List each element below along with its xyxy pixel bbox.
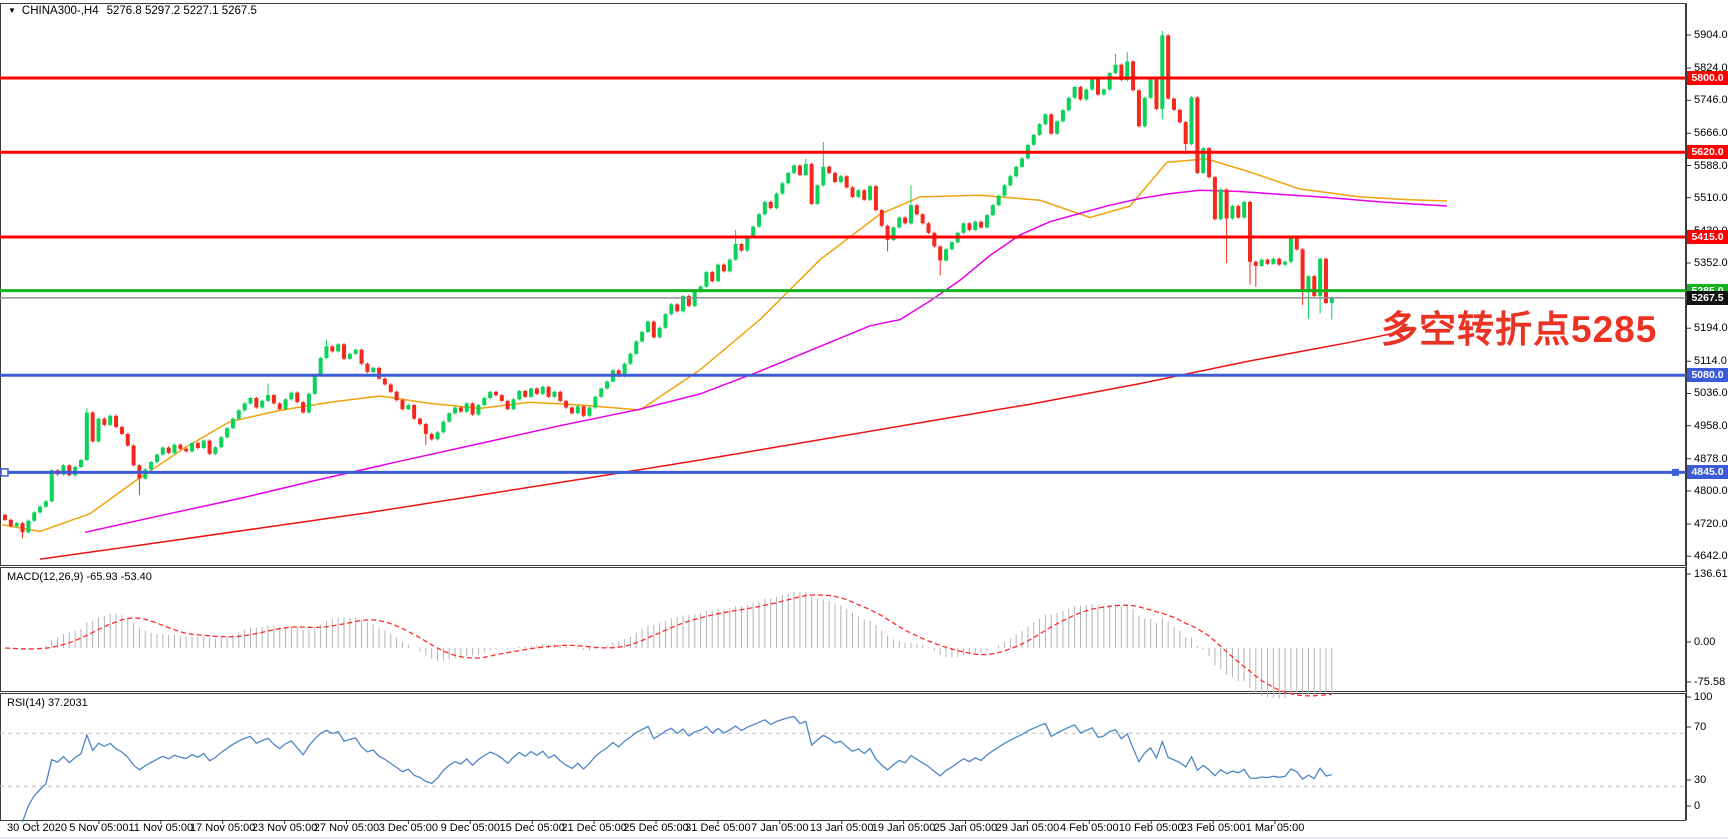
x-axis-label: 3 Dec 05:00 bbox=[378, 822, 439, 834]
y-axis-label: 4800.0 bbox=[1694, 484, 1728, 497]
x-axis-label: 25 Dec 05:00 bbox=[623, 822, 689, 834]
y-axis-label: 136.61 bbox=[1694, 568, 1728, 580]
x-axis-label: 31 Dec 05:00 bbox=[685, 822, 751, 834]
main-pane-border bbox=[0, 3, 1686, 566]
x-axis-label: 1 Mar 05:00 bbox=[1245, 822, 1305, 834]
x-axis-label: 13 Jan 05:00 bbox=[809, 822, 874, 834]
symbol-title: CHINA300-,H4 bbox=[21, 5, 99, 17]
x-axis-label: 30 Oct 2020 bbox=[7, 822, 67, 834]
price-badge: 4845.0 bbox=[1687, 465, 1728, 480]
y-axis-label: 30 bbox=[1694, 774, 1707, 786]
macd-values: -65.93 -53.40 bbox=[86, 571, 152, 583]
price-badge: 5800.0 bbox=[1687, 70, 1728, 85]
y-axis-label: 5352.0 bbox=[1694, 256, 1728, 269]
price-badge: 5080.0 bbox=[1687, 368, 1728, 383]
y-axis-label: 5666.0 bbox=[1694, 127, 1728, 140]
y-axis-label: 4720.0 bbox=[1694, 517, 1728, 530]
x-axis-label: 4 Feb 05:00 bbox=[1059, 822, 1119, 834]
hline-handle-right[interactable] bbox=[1672, 468, 1679, 476]
price-badge: 5415.0 bbox=[1687, 229, 1728, 244]
chart-annotation[interactable]: 多空转折点5285 bbox=[1381, 309, 1658, 350]
macd-indicator-label: MACD(12,26,9) -65.93 -53.40 bbox=[7, 571, 152, 583]
x-axis-label: 23 Feb 05:00 bbox=[1180, 822, 1246, 834]
x-axis-label: 15 Dec 05:00 bbox=[499, 822, 565, 834]
ma-slow-red bbox=[39, 329, 1411, 560]
ma-fast-orange bbox=[1, 158, 1448, 533]
rsi-value: 37.2031 bbox=[47, 697, 88, 709]
y-axis-label: 0 bbox=[1694, 800, 1701, 812]
y-axis-label: 4958.0 bbox=[1694, 419, 1728, 432]
x-axis-label: 9 Dec 05:00 bbox=[440, 822, 500, 834]
macd-pane-border bbox=[0, 567, 1686, 692]
y-axis-label: 0.00 bbox=[1694, 636, 1716, 648]
y-axis-label: 5746.0 bbox=[1694, 94, 1728, 107]
x-axis-label: 29 Jan 05:00 bbox=[995, 822, 1060, 834]
x-axis-label: 5 Nov 05:00 bbox=[69, 822, 129, 834]
macd-signal-line bbox=[4, 594, 1332, 697]
y-axis-label: 5510.0 bbox=[1694, 191, 1728, 204]
x-axis-label: 21 Dec 05:00 bbox=[561, 822, 627, 834]
y-axis-label: 5114.0 bbox=[1694, 355, 1727, 368]
y-axis-label: 5588.0 bbox=[1694, 159, 1728, 172]
symbol-header: ▼ CHINA300-,H4 5276.8 5297.2 5227.1 5267.5 bbox=[8, 5, 257, 17]
hline-handle-left[interactable] bbox=[0, 468, 9, 477]
y-axis-label: 5036.0 bbox=[1694, 387, 1728, 400]
dropdown-arrow-icon[interactable]: ▼ bbox=[8, 6, 16, 15]
symbol-quote: 5276.8 5297.2 5227.1 5267.5 bbox=[106, 5, 257, 17]
y-axis-label: 70 bbox=[1694, 721, 1707, 733]
x-axis-label: 11 Nov 05:00 bbox=[128, 822, 194, 834]
y-axis-label: 5904.0 bbox=[1694, 29, 1728, 41]
x-axis-label: 17 Nov 05:00 bbox=[189, 822, 256, 834]
x-axis-label: 7 Jan 05:00 bbox=[751, 822, 809, 834]
rsi-line bbox=[21, 715, 1332, 823]
x-axis-label: 19 Jan 05:00 bbox=[871, 822, 936, 834]
price-badge: 5267.5 bbox=[1687, 290, 1728, 305]
y-axis-label: 100 bbox=[1694, 691, 1713, 703]
y-axis-label: 5194.0 bbox=[1694, 322, 1728, 335]
rsi-pane-border bbox=[0, 693, 1686, 821]
y-axis-label: 4642.0 bbox=[1694, 550, 1728, 563]
x-axis-label: 27 Nov 05:00 bbox=[313, 822, 380, 834]
ma-mid-magenta bbox=[84, 189, 1448, 534]
x-axis-label: 10 Feb 05:00 bbox=[1118, 822, 1184, 834]
x-axis-label: 25 Jan 05:00 bbox=[933, 822, 998, 834]
rsi-indicator-label: RSI(14) 37.2031 bbox=[7, 697, 88, 709]
price-badge: 5620.0 bbox=[1687, 145, 1728, 160]
x-axis-label: 23 Nov 05:00 bbox=[251, 822, 318, 834]
y-axis-label: -75.58 bbox=[1694, 676, 1726, 688]
y-axis-label: 4878.0 bbox=[1694, 452, 1728, 465]
